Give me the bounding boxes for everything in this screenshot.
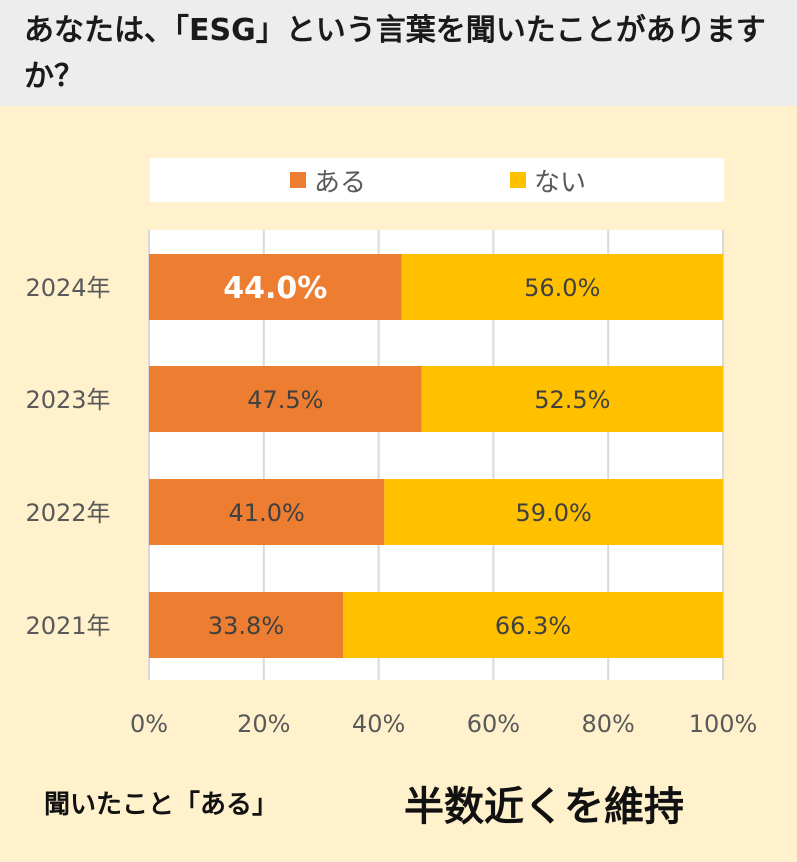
bar-segment — [149, 592, 344, 658]
legend-label-aru: ある — [314, 167, 367, 198]
x-tick-label: 100% — [689, 710, 758, 738]
plot-background — [149, 230, 723, 680]
legend-item-nai: ない — [510, 158, 586, 202]
data-label: 56.0% — [524, 274, 600, 302]
legend-label-nai: ない — [534, 167, 587, 198]
data-label: 33.8% — [208, 612, 284, 640]
y-category-label: 2023年 — [25, 386, 110, 414]
bar-segment — [343, 592, 723, 658]
bar-segment — [401, 254, 723, 320]
data-label: 41.0% — [229, 499, 305, 527]
legend-item-aru: ある — [290, 158, 366, 202]
header: あなたは、「ESG」という言葉を聞いたことがありますか？ — [0, 0, 797, 106]
y-category-label: 2022年 — [25, 499, 110, 527]
data-label: 66.3% — [495, 612, 571, 640]
x-tick-label: 20% — [237, 710, 290, 738]
page-title: あなたは、「ESG」という言葉を聞いたことがありますか？ — [24, 13, 766, 94]
data-label: 44.0% — [223, 271, 327, 306]
footer-headline: 半数近くを維持 — [404, 784, 684, 830]
bar-segment — [149, 254, 402, 320]
data-label: 47.5% — [247, 386, 323, 414]
bar-segment — [149, 479, 385, 545]
chart-legend: ある ない — [150, 158, 724, 202]
data-label: 59.0% — [516, 499, 592, 527]
data-label: 52.5% — [534, 386, 610, 414]
bar-segment — [421, 366, 723, 432]
x-tick-label: 80% — [582, 710, 635, 738]
legend-swatch-nai — [510, 172, 526, 188]
footer-caption: 聞いたこと「ある」 — [44, 790, 279, 820]
x-tick-label: 40% — [352, 710, 405, 738]
y-category-label: 2021年 — [25, 612, 110, 640]
bar-segment — [384, 479, 723, 545]
x-tick-label: 0% — [130, 710, 168, 738]
legend-swatch-aru — [290, 172, 306, 188]
bar-segment — [149, 366, 422, 432]
x-tick-label: 60% — [467, 710, 520, 738]
footer: 聞いたこと「ある」 半数近くを維持 — [0, 766, 797, 862]
y-category-label: 2024年 — [25, 274, 110, 302]
